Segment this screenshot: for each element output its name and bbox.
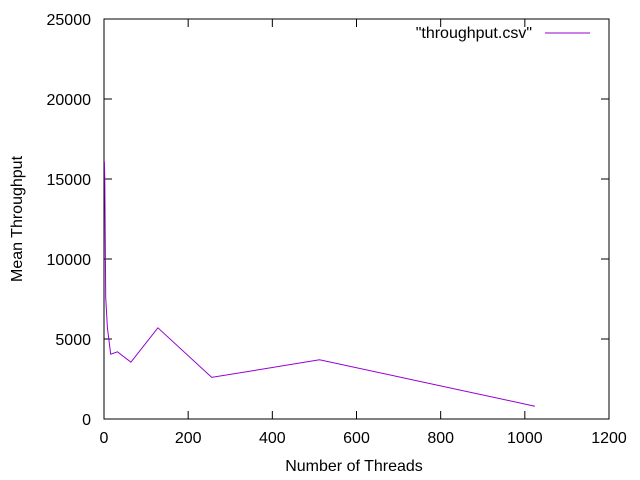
y-tick-labels: 0 5000 10000 15000 20000 25000 bbox=[47, 12, 92, 429]
x-tick-label: 1000 bbox=[507, 430, 543, 447]
x-tick-label: 1200 bbox=[591, 430, 627, 447]
y-tick-label: 5000 bbox=[55, 332, 91, 349]
axis-ticks bbox=[103, 18, 610, 420]
x-tick-label: 0 bbox=[100, 430, 109, 447]
series-line-throughput bbox=[103, 161, 536, 407]
y-tick-label: 0 bbox=[82, 412, 91, 429]
y-tick-label: 10000 bbox=[47, 252, 92, 269]
x-tick-label: 600 bbox=[343, 430, 370, 447]
legend-label: "throughput.csv" bbox=[416, 25, 532, 42]
x-tick-label: 200 bbox=[175, 430, 202, 447]
x-tick-labels: 0 200 400 600 800 1000 1200 bbox=[100, 430, 627, 447]
x-tick-label: 800 bbox=[427, 430, 454, 447]
y-tick-label: 25000 bbox=[47, 12, 92, 29]
x-tick-label: 400 bbox=[259, 430, 286, 447]
y-tick-label: 15000 bbox=[47, 172, 92, 189]
x-axis-title: Number of Threads bbox=[285, 458, 423, 475]
legend: "throughput.csv" bbox=[416, 25, 590, 42]
y-tick-label: 20000 bbox=[47, 92, 92, 109]
plot-frame bbox=[103, 18, 610, 420]
y-axis-title: Mean Throughput bbox=[9, 155, 26, 282]
